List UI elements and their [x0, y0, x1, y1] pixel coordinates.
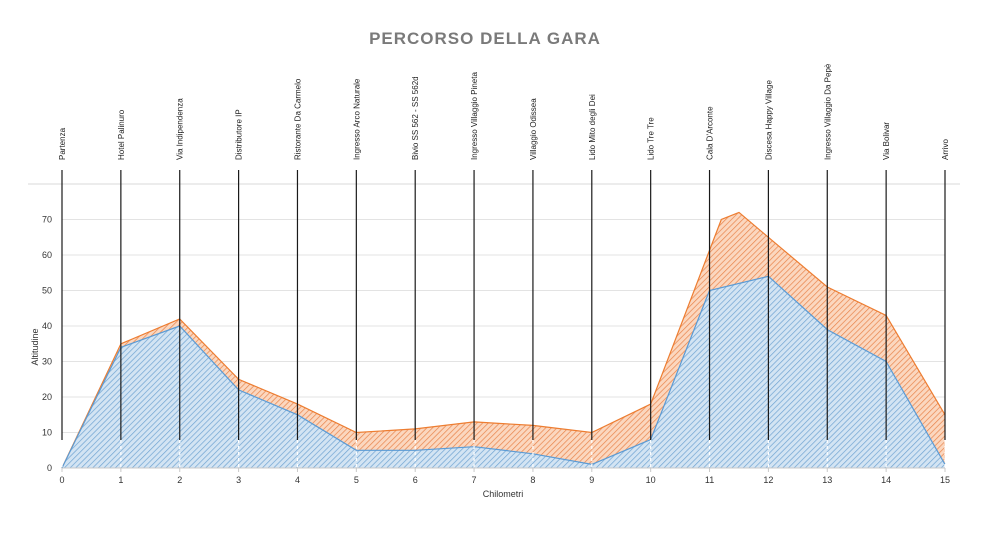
y-tick-label: 20 — [42, 392, 52, 402]
location-label: Discesa Happy Village — [764, 80, 773, 160]
x-tick-label: 4 — [295, 475, 300, 485]
x-tick-label: 10 — [646, 475, 656, 485]
location-label: Partenza — [58, 127, 67, 160]
y-tick-label: 10 — [42, 428, 52, 438]
y-tick-label: 50 — [42, 286, 52, 296]
location-label: Ingresso Villaggio Da Pepè — [823, 63, 832, 160]
x-tick-label: 1 — [118, 475, 123, 485]
x-tick-label: 7 — [472, 475, 477, 485]
area-edge-1 — [61, 275, 946, 469]
location-label: Bivio SS 562 - SS 562d — [411, 76, 420, 160]
x-tick-label: 3 — [236, 475, 241, 485]
location-label: Ristorante Da Carmelo — [293, 78, 302, 160]
y-tick-label: 40 — [42, 321, 52, 331]
y-axis-label: Altitudine — [30, 328, 40, 365]
x-tick-label: 12 — [763, 475, 773, 485]
x-tick-label: 5 — [354, 475, 359, 485]
y-tick-label: 0 — [47, 463, 52, 473]
location-label: Villaggio Odissea — [529, 98, 538, 160]
area-fill-1 — [62, 276, 945, 468]
x-tick-label: 14 — [881, 475, 891, 485]
x-tick-label: 2 — [177, 475, 182, 485]
y-tick-label: 30 — [42, 357, 52, 367]
x-tick-label: 6 — [413, 475, 418, 485]
x-tick-label: 11 — [705, 475, 714, 485]
location-label: Lido Tre Tre — [647, 117, 656, 160]
x-axis-label: Chilometri — [483, 489, 524, 499]
x-tick-label: 13 — [822, 475, 832, 485]
x-tick-label: 0 — [59, 475, 64, 485]
y-tick-label: 60 — [42, 250, 52, 260]
x-tick-label: 8 — [530, 475, 535, 485]
location-label: Via Bolivar — [882, 122, 891, 160]
location-label: Hotel Palinuro — [117, 109, 126, 160]
chart-title: PERCORSO DELLA GARA — [369, 29, 601, 48]
x-tick-label: 9 — [589, 475, 594, 485]
x-tick-label: 15 — [940, 475, 950, 485]
y-tick-label: 70 — [42, 215, 52, 225]
location-label: Via Indipendenza — [176, 98, 185, 160]
area-series — [61, 211, 946, 469]
location-label: Distributore IP — [235, 109, 244, 160]
location-label: Ingresso Arco Naturale — [352, 78, 361, 160]
location-label: Cala D'Arconte — [706, 106, 715, 160]
location-label: Lido Mito degli Dei — [588, 94, 597, 160]
location-label: Ingresso Villaggio Pineta — [470, 72, 479, 160]
location-markers: Partenza Hotel Palinuro Via Indipendenza Di… — [58, 63, 950, 468]
location-label: Arrivo — [941, 139, 950, 160]
